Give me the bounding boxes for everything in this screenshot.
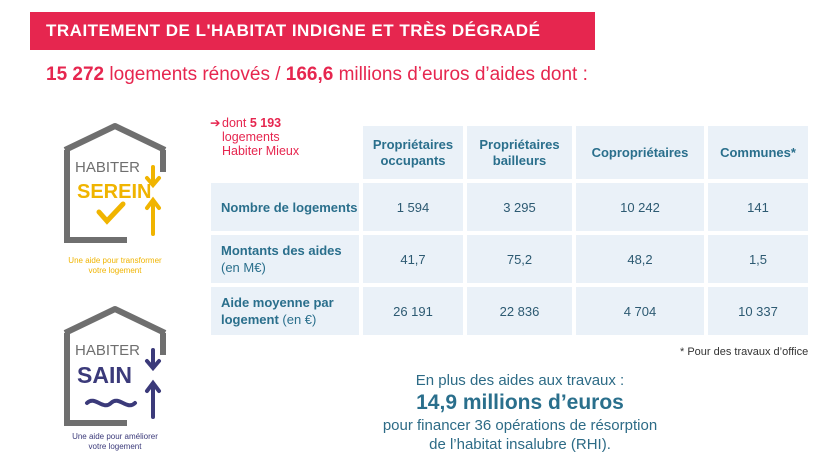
serein-tagline-1: Une aide pour transformer [68,256,162,265]
table-cell: 1 594 [363,183,463,231]
headline-amount-text: millions d’euros d’aides dont : [333,64,588,85]
table-header-row: Propriétaires occupants Propriétaires ba… [211,126,808,179]
check-icon [96,201,126,225]
row-label: Montants des aides (en M€) [211,235,359,283]
extra-line4: de l’habitat insalubre (RHI). [429,436,611,453]
table-cell: 22 836 [467,287,572,335]
table-cell: 75,2 [467,235,572,283]
arrow-down-icon [145,165,161,189]
page-title-banner: TRAITEMENT DE L'HABITAT INDIGNE ET TRÈS … [30,12,595,50]
page-title: TRAITEMENT DE L'HABITAT INDIGNE ET TRÈS … [46,21,541,40]
logo-serein-line2: SEREIN [77,181,151,203]
row-label: Aide moyenne par logement (en €) [211,287,359,335]
headline: 15 272 logements rénovés / 166,6 million… [46,64,588,86]
aid-table: Propriétaires occupants Propriétaires ba… [207,122,812,339]
row-label: Nombre de logements [211,183,359,231]
col-header: Communes* [708,126,808,179]
table-cell: 3 295 [467,183,572,231]
row-label-unit: (en €) [278,312,317,327]
row-label-unit: (en M€) [221,260,266,275]
sain-tagline-1: Une aide pour améliorer [72,432,158,441]
note-prefix: dont [222,116,250,130]
table-cell: 141 [708,183,808,231]
note-value: 5 193 [249,116,282,130]
table-cell: 26 191 [363,287,463,335]
serein-tagline-2: votre logement [88,266,142,275]
headline-count: 15 272 [46,64,105,85]
wall-icon [64,150,127,243]
table-cell: 4 704 [576,287,704,335]
col-header: Propriétaires occupants [363,126,463,179]
row-label-text: Aide moyenne par logement [221,295,334,327]
table-cell: 1,5 [708,235,808,283]
row-label-text: Nombre de logements [221,199,358,215]
row-label-text: Montants des aides [221,243,342,258]
table-cell: 10 337 [708,287,808,335]
table-row: Nombre de logements 1 594 3 295 10 242 1… [211,183,808,231]
wave-icon [85,398,137,408]
sain-tagline: Une aide pour améliorer votre logement [40,432,190,452]
habiter-mieux-note: ➔ dont 5 193 logements Habiter Mieux [210,116,299,158]
habiter-serein-logo: HABITER SEREIN [63,123,167,243]
table-row: Montants des aides (en M€) 41,7 75,2 48,… [211,235,808,283]
logo-serein-line1: HABITER [75,159,140,176]
table-cell: 48,2 [576,235,704,283]
arrow-right-icon: ➔ [210,116,221,130]
note-line2: logements [222,130,280,144]
arrow-down-icon [145,348,161,372]
logo-sain-line2: SAIN [77,362,132,388]
extra-line3: pour financer 36 opérations de résorptio… [382,417,658,434]
extra-amount: 14,9 millions d’euros [416,391,624,414]
extra-aid-block: En plus des aides aux travaux : 14,9 mil… [330,371,710,454]
col-header: Propriétaires bailleurs [467,126,572,179]
extra-line1: En plus des aides aux travaux : [415,372,625,389]
serein-tagline: Une aide pour transformer votre logement [40,256,190,276]
note-line3: Habiter Mieux [222,144,300,158]
col-header: Copropriétaires [576,126,704,179]
wall-icon [64,333,127,426]
roof-icon [63,306,167,336]
table-row: Aide moyenne par logement (en €) 26 191 … [211,287,808,335]
arrow-up-icon [145,379,161,419]
logo-sain-line1: HABITER [75,342,140,359]
habiter-sain-logo: HABITER SAIN [63,306,167,426]
headline-amount: 166,6 [285,64,334,85]
table-cell: 41,7 [363,235,463,283]
arrow-up-icon [145,196,161,236]
headline-count-text: logements rénovés / [104,64,286,85]
sain-tagline-2: votre logement [88,442,142,451]
roof-icon [63,123,167,153]
table-cell: 10 242 [576,183,704,231]
footnote: * Pour des travaux d’office [680,346,809,358]
